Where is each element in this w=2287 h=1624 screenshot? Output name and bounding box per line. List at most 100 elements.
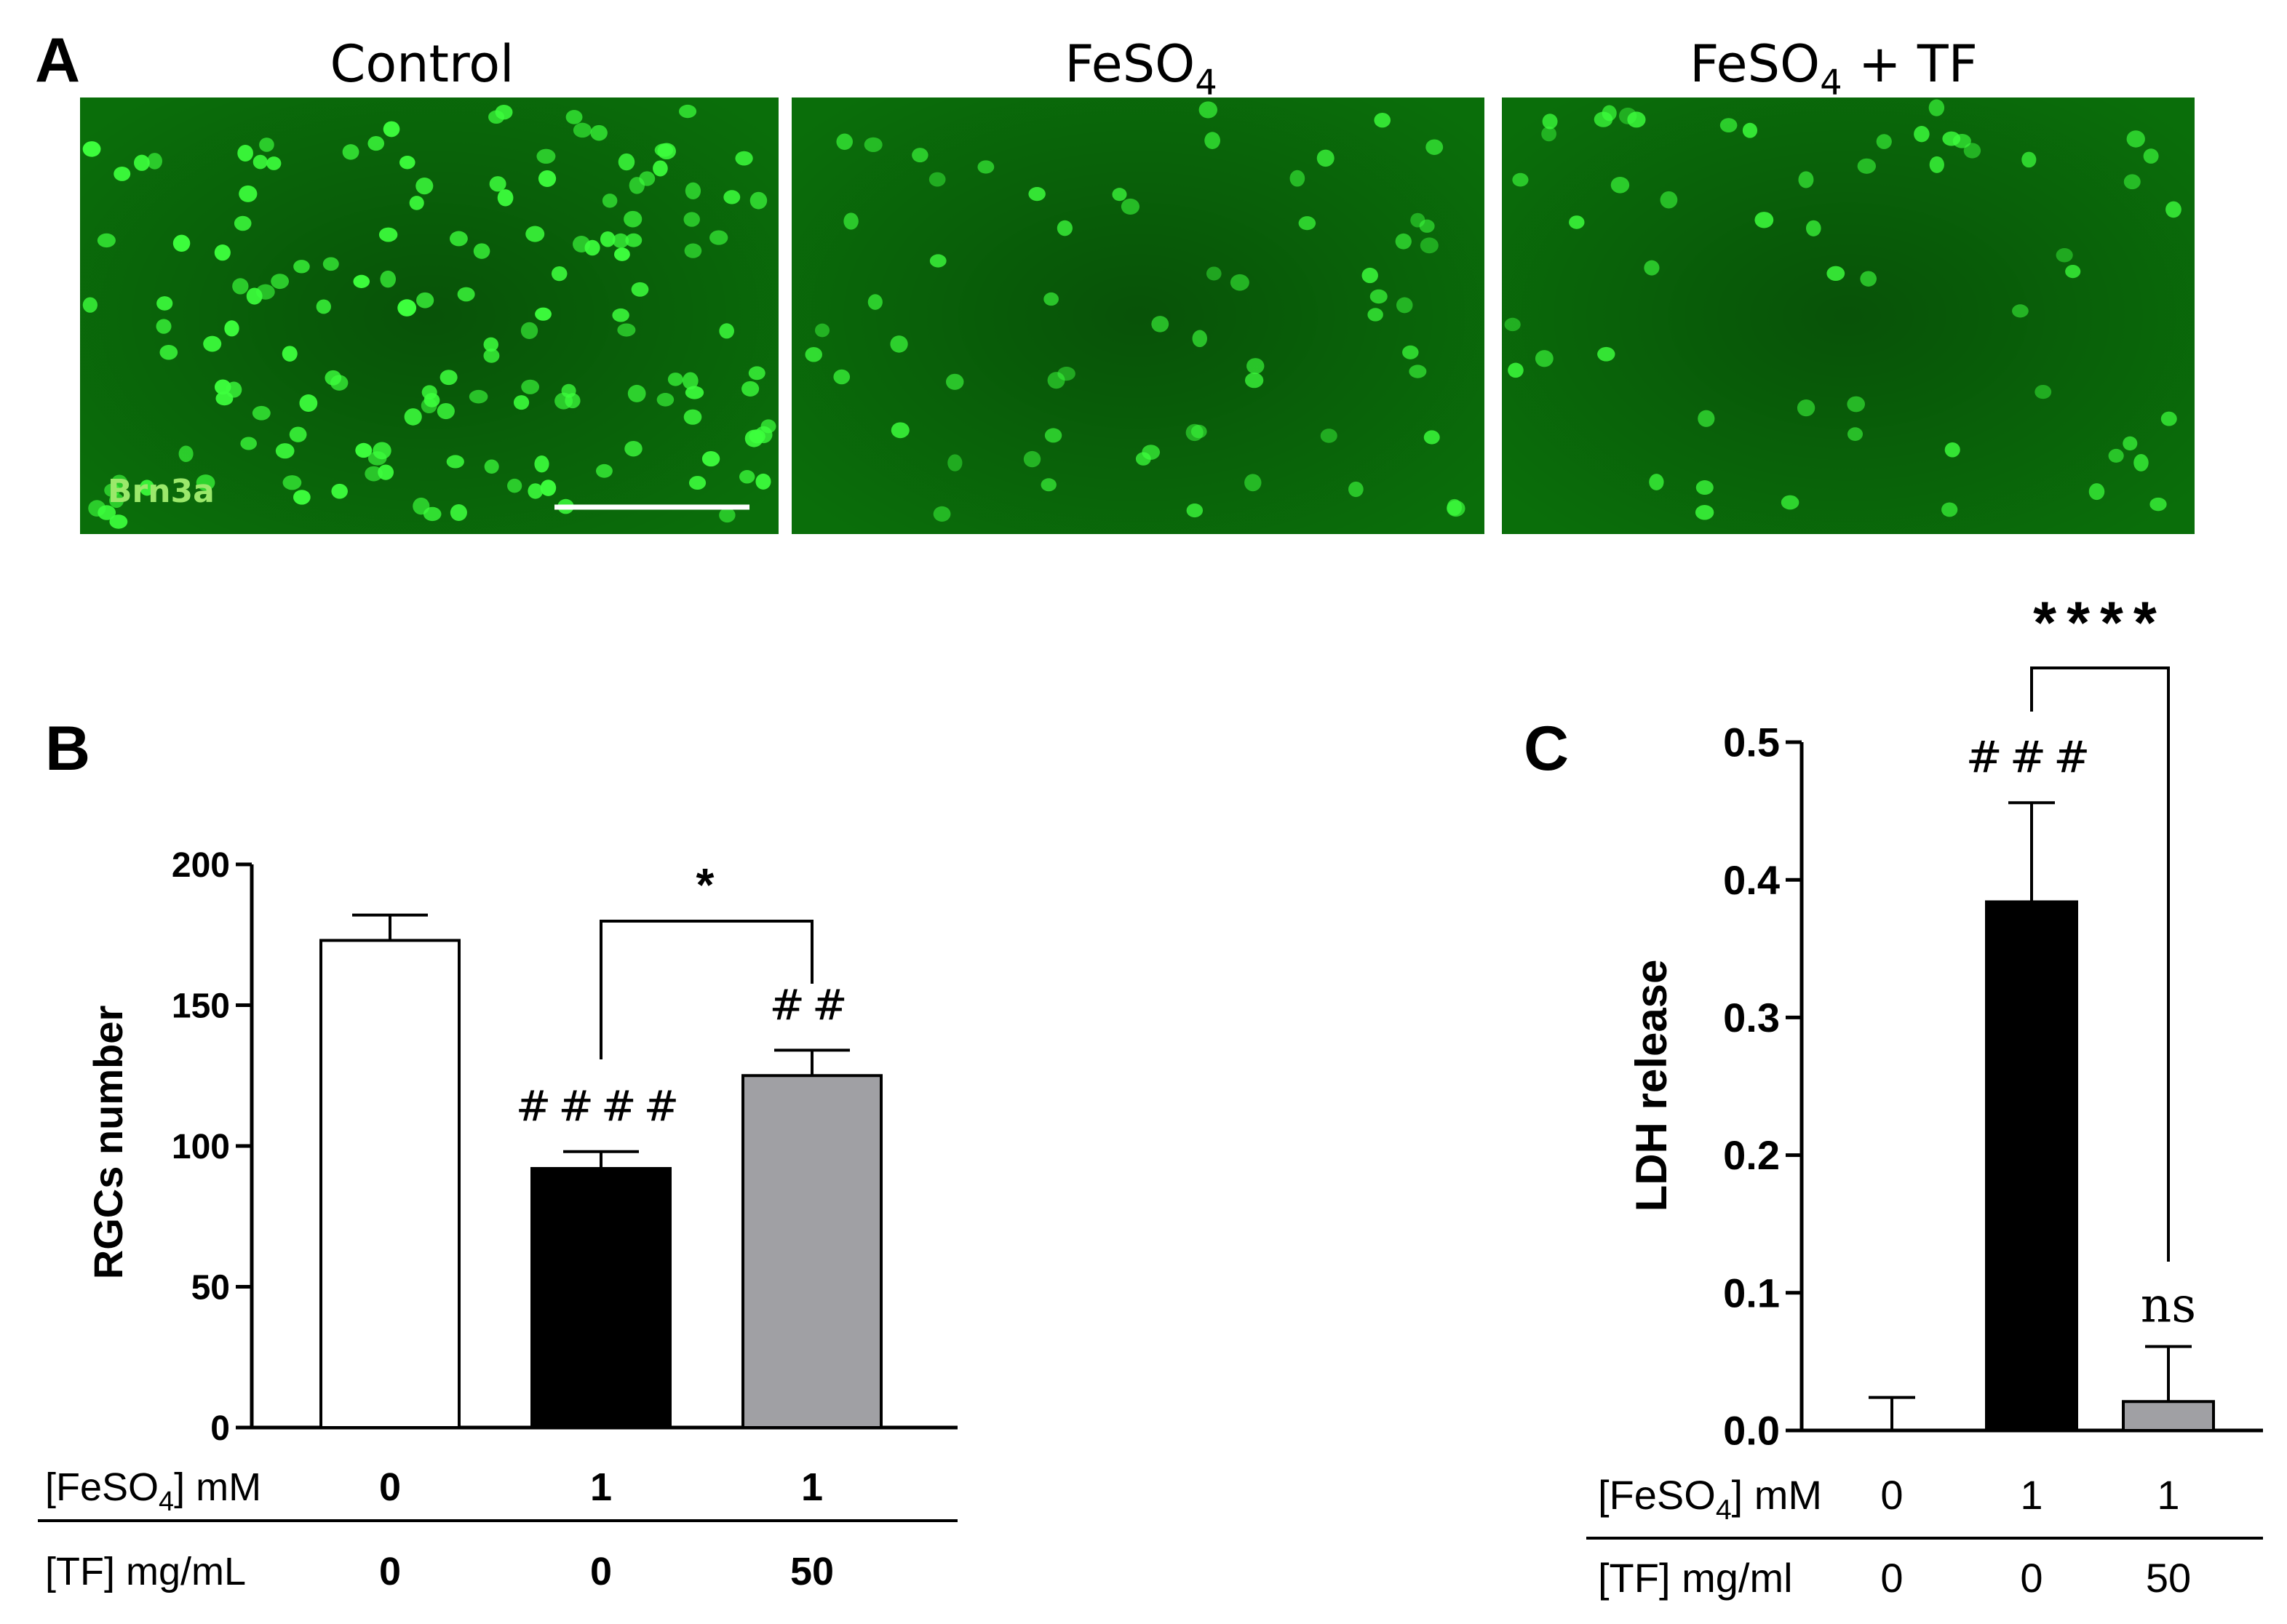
cell-nucleus bbox=[2035, 384, 2052, 399]
cell-nucleus bbox=[252, 154, 268, 170]
cell-nucleus bbox=[488, 110, 505, 124]
cell-nucleus bbox=[933, 506, 951, 522]
cell-nucleus bbox=[1361, 267, 1378, 284]
cell-nucleus bbox=[682, 372, 699, 390]
cell-nucleus bbox=[723, 190, 741, 204]
cell-nucleus bbox=[685, 182, 701, 200]
cell-nucleus bbox=[561, 383, 576, 398]
condition-value: 50 bbox=[790, 1550, 834, 1593]
cell-nucleus bbox=[446, 455, 464, 469]
cell-nucleus bbox=[1660, 191, 1678, 209]
cell-nucleus bbox=[2056, 247, 2073, 263]
cell-nucleus bbox=[1797, 399, 1815, 417]
cell-nucleus bbox=[1348, 481, 1364, 498]
cell-nucleus bbox=[1942, 131, 1961, 146]
cell-nucleus bbox=[214, 244, 231, 261]
micrograph-shading bbox=[80, 97, 779, 534]
cell-nucleus bbox=[1142, 445, 1161, 460]
condition-value: 50 bbox=[2146, 1555, 2191, 1601]
cell-nucleus bbox=[399, 156, 415, 170]
cell-nucleus bbox=[134, 154, 150, 171]
cell-nucleus bbox=[688, 476, 707, 490]
cell-nucleus bbox=[266, 156, 282, 170]
cell-nucleus bbox=[679, 104, 697, 119]
cell-nucleus bbox=[749, 429, 765, 444]
micrograph-shading bbox=[1502, 97, 2195, 534]
cell-nucleus bbox=[2108, 448, 2124, 463]
cell-nucleus bbox=[397, 299, 417, 317]
cell-nucleus bbox=[355, 442, 373, 458]
cell-nucleus bbox=[701, 450, 720, 467]
cell-nucleus bbox=[625, 233, 643, 247]
cell-nucleus bbox=[82, 141, 101, 157]
cell-nucleus bbox=[421, 385, 437, 399]
cell-nucleus bbox=[1244, 474, 1262, 492]
cell-nucleus bbox=[1504, 317, 1521, 332]
cell-nucleus bbox=[867, 294, 883, 310]
cell-nucleus bbox=[602, 194, 618, 208]
cell-nucleus bbox=[156, 319, 172, 334]
cell-nucleus bbox=[1695, 504, 1714, 520]
cell-nucleus bbox=[755, 473, 771, 490]
cell-nucleus bbox=[536, 148, 556, 164]
cell-nucleus bbox=[413, 497, 430, 515]
cell-nucleus bbox=[2126, 130, 2145, 148]
cell-nucleus bbox=[1594, 111, 1613, 127]
cell-nucleus bbox=[1316, 149, 1335, 167]
cell-nucleus bbox=[1944, 442, 1960, 458]
cell-nucleus bbox=[255, 284, 275, 300]
cell-nucleus bbox=[612, 308, 629, 322]
cell-nucleus bbox=[683, 409, 702, 425]
cell-nucleus bbox=[383, 121, 400, 138]
cell-nucleus bbox=[612, 233, 629, 248]
cell-nucleus bbox=[814, 323, 830, 338]
cell-nucleus bbox=[196, 474, 215, 491]
cell-nucleus bbox=[1374, 113, 1391, 128]
cell-nucleus bbox=[1597, 346, 1615, 362]
condition-value: 0 bbox=[2020, 1555, 2043, 1601]
cell-nucleus bbox=[596, 463, 613, 478]
cell-nucleus bbox=[624, 440, 643, 457]
cell-nucleus bbox=[380, 270, 397, 288]
condition-value: 0 bbox=[590, 1550, 612, 1593]
micrograph-feso4-tf bbox=[1502, 97, 2195, 534]
cell-nucleus bbox=[497, 189, 514, 207]
condition-row-label: [FeSO4] mM bbox=[45, 1465, 261, 1517]
cell-nucleus bbox=[215, 391, 234, 406]
comparison-bracket bbox=[2030, 666, 2170, 1262]
significance-label: * bbox=[696, 859, 717, 911]
bar bbox=[319, 939, 461, 1429]
cell-nucleus bbox=[1860, 271, 1877, 287]
condition-row-label: [TF] mg/mL bbox=[45, 1550, 246, 1593]
cell-nucleus bbox=[1857, 158, 1877, 174]
cell-nucleus bbox=[1610, 176, 1630, 194]
cell-nucleus bbox=[2088, 483, 2105, 501]
cell-nucleus bbox=[977, 160, 995, 174]
significance-label: **** bbox=[2033, 590, 2167, 656]
cell-nucleus bbox=[1044, 428, 1062, 443]
cell-nucleus bbox=[404, 408, 422, 426]
cell-nucleus bbox=[719, 507, 736, 523]
cell-nucleus bbox=[409, 196, 424, 210]
condition-value: 1 bbox=[2020, 1472, 2043, 1518]
bar-annotation: ns bbox=[2141, 1278, 2196, 1334]
cell-nucleus bbox=[1512, 172, 1529, 187]
cell-nucleus bbox=[1541, 126, 1556, 142]
bar-annotation: ## bbox=[769, 980, 854, 1030]
cell-nucleus bbox=[1914, 126, 1930, 143]
cell-nucleus bbox=[322, 257, 339, 271]
cell-nucleus bbox=[1419, 219, 1435, 233]
cell-nucleus bbox=[945, 373, 964, 390]
cell-nucleus bbox=[590, 124, 608, 141]
cell-nucleus bbox=[282, 475, 302, 490]
cell-nucleus bbox=[833, 369, 851, 385]
condition-value: 1 bbox=[590, 1465, 612, 1509]
cell-nucleus bbox=[416, 292, 434, 309]
cell-nucleus bbox=[1192, 330, 1207, 348]
cell-nucleus bbox=[890, 335, 908, 353]
cell-nucleus bbox=[657, 143, 676, 160]
cell-nucleus bbox=[1121, 198, 1140, 215]
cell-nucleus bbox=[239, 185, 258, 202]
chart-c-plot: 0.0 0.1 0.2 0.3 0.4 0.5 ### ns **** [FeSO4] mM 0 1 1… bbox=[1586, 590, 2263, 1601]
cell-nucleus bbox=[2165, 201, 2181, 218]
